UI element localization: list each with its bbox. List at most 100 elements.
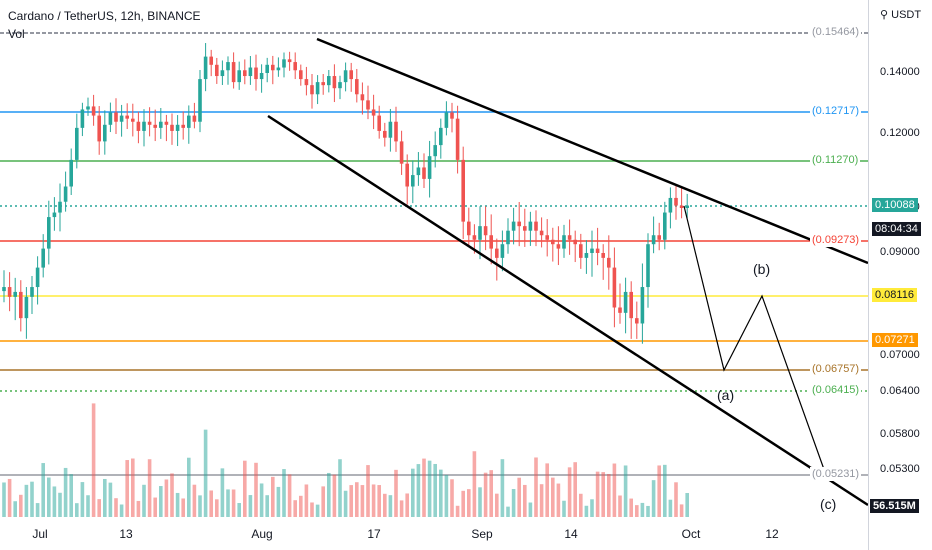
candle-body [595, 248, 600, 253]
volume-bar [366, 465, 370, 517]
candle-body [215, 64, 219, 77]
candle-body [371, 109, 376, 116]
candle-body [629, 291, 633, 319]
candle-body [612, 267, 617, 308]
candle-body [114, 112, 118, 122]
volume-bar [142, 484, 146, 517]
candle-body [19, 291, 23, 319]
time-tick: 14 [564, 527, 578, 541]
volume-bar [175, 492, 180, 517]
volume-bar [19, 494, 23, 517]
candle-body [24, 296, 29, 319]
candle-body [243, 70, 247, 77]
candle-body [623, 291, 628, 313]
volume-bar [646, 505, 650, 517]
countdown-badge: 08:04:34 [872, 222, 921, 236]
candle-body [584, 253, 589, 258]
candle-body [41, 248, 45, 268]
green-level-label: (0.11270) [810, 153, 861, 167]
volume-bar [534, 457, 538, 517]
volume-bar [450, 479, 454, 517]
candle-body [103, 124, 107, 142]
top-level-label: (0.15464) [810, 25, 862, 39]
upper-trendline [316, 37, 869, 265]
candle-body [254, 67, 258, 80]
candle-body [601, 253, 605, 258]
candle-body [679, 205, 684, 208]
price-tick: 0.06400 [880, 385, 920, 397]
candle-body [455, 118, 460, 160]
volume-bar [315, 504, 320, 517]
volume-bar [455, 505, 460, 517]
candle-body [142, 121, 146, 131]
volume-bar [567, 467, 572, 517]
volume-bar [500, 459, 505, 517]
candle-body [147, 121, 152, 125]
candle-body [47, 217, 51, 249]
volume-bar [478, 487, 482, 517]
candle-body [136, 121, 141, 131]
volume-bar [248, 495, 253, 517]
volume-bar [69, 474, 73, 517]
wave-c-label: (c) [820, 496, 837, 512]
volume-bar [657, 465, 661, 517]
volume-bar [47, 477, 51, 517]
volume-bar [629, 498, 633, 517]
candle-body [500, 244, 505, 258]
candle-body [618, 307, 622, 313]
volume-bar [523, 484, 527, 517]
candle-body [237, 70, 241, 83]
volume-bar [495, 493, 499, 517]
candle-body [63, 186, 68, 202]
candle-body [153, 124, 157, 128]
volume-bar [35, 503, 40, 517]
candle-body [489, 235, 493, 249]
volume-bar [640, 502, 645, 517]
volume-bar [299, 495, 303, 517]
candle-body [159, 121, 163, 128]
volume-bar [590, 499, 594, 517]
candle-body [276, 67, 281, 71]
volume-bar [528, 502, 533, 517]
volume-legend: Vol [8, 27, 25, 41]
wave-a-label: (a) [717, 387, 735, 403]
candle-body [343, 70, 348, 83]
volume-bar [416, 464, 421, 517]
volume-bar [461, 490, 465, 517]
time-tick: 17 [367, 527, 381, 541]
volume-bar [383, 493, 387, 517]
current-price-label: 0.10088 [872, 198, 918, 212]
volume-bar [623, 465, 628, 517]
volume-bar [573, 462, 577, 517]
candle-body [332, 76, 337, 89]
volume-bar [119, 504, 124, 517]
candle-body [607, 257, 611, 268]
orange-level-label: 0.07271 [872, 333, 918, 347]
price-tick: 0.05300 [880, 463, 920, 475]
candle-body [511, 221, 516, 231]
volume-bar [685, 493, 689, 517]
candle-body [646, 244, 650, 288]
volume-bar [170, 473, 174, 517]
volume-bar [338, 459, 342, 517]
volume-bar [679, 504, 684, 517]
volume-bar [198, 495, 202, 517]
candle-body [91, 106, 96, 116]
candle-body [69, 159, 73, 187]
candle-body [97, 115, 101, 142]
candle-body [472, 235, 477, 240]
volume-bar [237, 503, 241, 517]
volume-bar [75, 503, 79, 517]
volume-bar [511, 489, 516, 517]
currency-label: ⚲ USDT [880, 9, 922, 21]
volume-bar [399, 500, 404, 517]
candle-body [399, 141, 404, 164]
candle-body [327, 76, 331, 86]
price-tick: 0.09000 [880, 246, 920, 258]
volume-bar [136, 500, 141, 517]
volume-bar [282, 469, 286, 517]
volume-bar [215, 499, 219, 517]
volume-bar [405, 493, 409, 517]
grey-level-label: (0.05231) [810, 467, 862, 481]
